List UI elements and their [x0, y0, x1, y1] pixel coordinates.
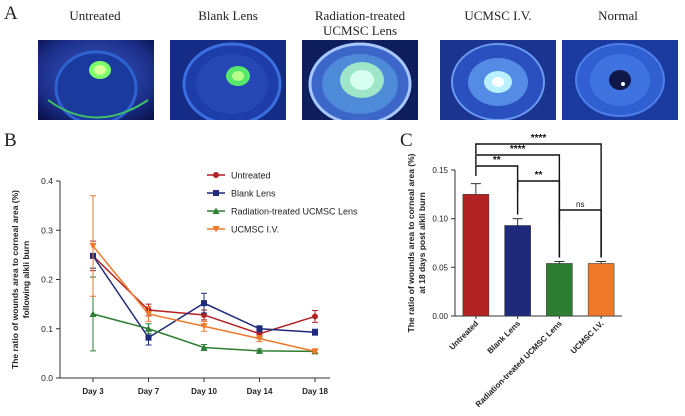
y-tick-label: 0.05: [432, 263, 448, 272]
legend-label: Untreated: [231, 171, 271, 181]
y-tick-label: 0.1: [41, 324, 53, 334]
x-tick-label: UCMSC I.V.: [569, 319, 606, 356]
significance-label: ****: [531, 133, 547, 144]
data-point: [145, 310, 152, 318]
y-axis-label-line: The ratio of wounds area to corneal area…: [10, 190, 20, 369]
x-tick-label: Day 3: [82, 387, 104, 396]
data-point: [89, 243, 97, 250]
eye-photo-blank-lens: [170, 40, 286, 120]
legend-label: UCMSC I.V.: [231, 225, 279, 235]
data-point: [212, 207, 220, 214]
bar: [587, 263, 615, 317]
bar: [504, 225, 531, 317]
data-point: [312, 313, 318, 320]
data-point: [89, 310, 97, 317]
photo-label-line: UCMSC I.V.: [464, 8, 532, 23]
y-axis-label: The ratio of wounds area to corneal area…: [10, 190, 31, 369]
bar: [462, 194, 490, 317]
y-tick-label: 0.00: [432, 312, 448, 321]
photo-label-2: Radiation-treated UCMSC Lens: [300, 8, 420, 38]
photo-label-4: Normal: [558, 8, 678, 23]
legend: Untreated Blank Lens Radiation-treated UCM…: [207, 171, 358, 235]
eye-photo-normal: [562, 40, 678, 120]
photo-label-line: Normal: [598, 8, 638, 23]
y-tick-label: 0.10: [432, 215, 448, 224]
data-point: [200, 323, 208, 330]
photo-label-1: Blank Lens: [168, 8, 288, 23]
eye-photo-ucmsc-iv: [440, 40, 556, 120]
data-point: [312, 329, 318, 336]
line-chart-b: 0.0 0.1 0.2 0.3 0.4 Day 3 Day 7 Day 10 Day 14 Day…: [10, 171, 358, 397]
significance-label: **: [535, 170, 543, 181]
photo-label-line: Radiation-treated: [314, 8, 406, 23]
data-point: [213, 172, 219, 178]
y-tick-label: 0.15: [432, 166, 448, 175]
data-point: [213, 190, 219, 196]
data-point: [145, 325, 152, 332]
significance-label: ns: [576, 200, 584, 209]
y-tick-label: 0.3: [41, 225, 53, 235]
x-tick-label: Day 14: [247, 387, 273, 396]
bracket-line: [558, 209, 602, 258]
photo-label-line: Untreated: [69, 8, 121, 23]
legend-label: Blank Lens: [231, 189, 276, 199]
photo-label-line: UCMSC Lens: [322, 23, 398, 38]
x-tick-label: Day 18: [302, 387, 328, 396]
panel-label-b: B: [4, 130, 17, 151]
data-point: [311, 348, 319, 355]
x-tick-label: Blank Lens: [485, 319, 522, 356]
panel-label-a: A: [4, 3, 18, 24]
data-point: [200, 343, 208, 351]
data-point: [201, 300, 207, 307]
series-3: [89, 195, 319, 355]
x-tick-label: Day 10: [191, 387, 217, 396]
data-point: [256, 325, 263, 332]
eye-photo-untreated: [38, 40, 154, 120]
y-tick-label: 0.2: [41, 275, 53, 285]
significance-label: ****: [510, 144, 526, 155]
legend-label: Radiation-treated UCMSC Lens: [231, 207, 358, 217]
bar-chart-c: 0.00 0.05 0.10 0.15 The ratio of wounds area…: [406, 133, 622, 409]
photo-label-3: UCMSC I.V.: [438, 8, 558, 23]
significance-bracket: ** **: [475, 133, 602, 258]
x-tick-label: Radiation-treated UCMSC Lens: [474, 319, 564, 409]
y-tick-label: 0.4: [41, 176, 53, 186]
bracket-line: [475, 143, 602, 258]
x-tick-label: Day 7: [138, 387, 160, 396]
y-tick-label: 0.0: [41, 373, 53, 383]
data-point: [256, 335, 263, 343]
bar: [546, 263, 573, 317]
data-point: [256, 347, 263, 354]
photo-label-line: Blank Lens: [198, 8, 258, 23]
panel-label-c: C: [400, 130, 413, 151]
y-axis-label-line: following alkli burn: [21, 241, 31, 318]
y-axis-label: The ratio of wounds area to corneal area…: [406, 153, 427, 332]
y-axis-label-line: at 18 days post alkli burn: [417, 192, 427, 294]
eye-photo-radiation-lens: [302, 40, 418, 120]
significance-label: **: [493, 155, 501, 166]
data-point: [212, 226, 220, 233]
x-tick-label: Untreated: [448, 319, 481, 352]
significance-bracket: ns: [558, 200, 602, 258]
photo-label-0: Untreated: [35, 8, 155, 23]
data-point: [145, 334, 152, 341]
y-axis-label-line: The ratio of wounds area to corneal area…: [406, 153, 416, 332]
